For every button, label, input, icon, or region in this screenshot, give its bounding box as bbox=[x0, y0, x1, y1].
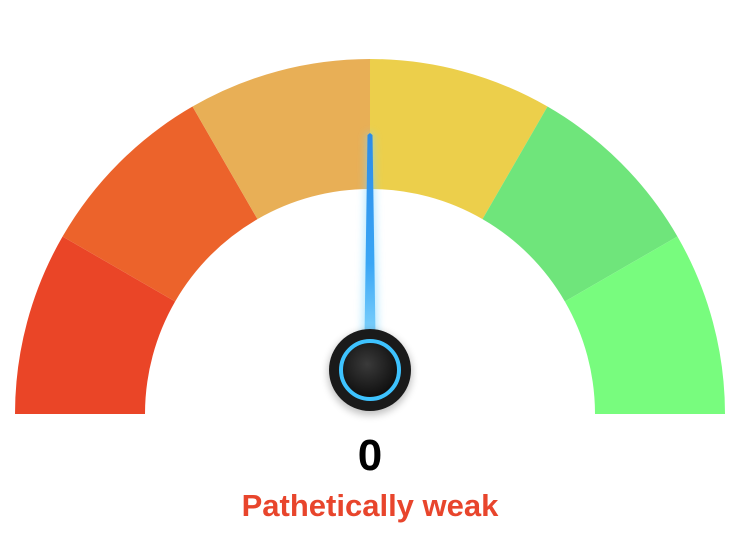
gauge-label: Pathetically weak bbox=[241, 488, 499, 523]
segment-1 bbox=[15, 236, 176, 414]
needle-pointer bbox=[364, 133, 376, 370]
hub-ring bbox=[339, 339, 401, 401]
gauge-hub bbox=[328, 329, 412, 415]
gauge-needle bbox=[361, 132, 379, 370]
segment-5 bbox=[482, 106, 678, 302]
strength-gauge bbox=[15, 59, 725, 415]
gauge-value: 0 bbox=[357, 431, 383, 480]
segment-4 bbox=[370, 59, 548, 220]
segment-6 bbox=[564, 236, 725, 414]
segment-3 bbox=[192, 59, 370, 220]
gauge-segments bbox=[15, 59, 725, 414]
segment-2 bbox=[62, 106, 258, 302]
